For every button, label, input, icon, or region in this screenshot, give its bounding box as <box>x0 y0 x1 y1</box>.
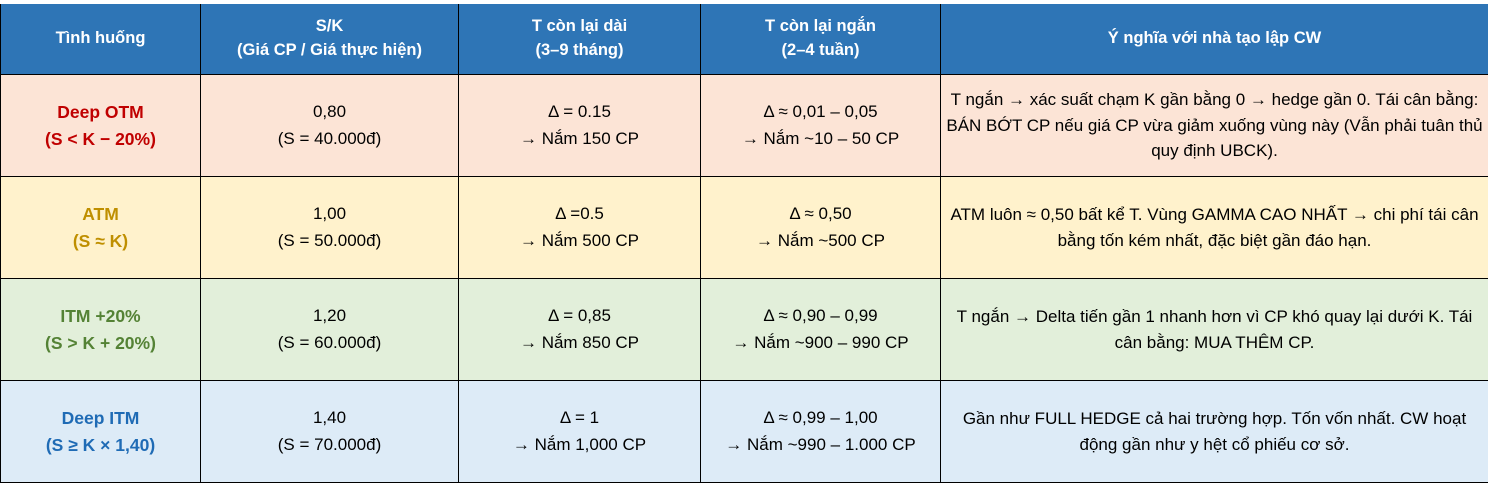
short-delta-cell: Δ ≈ 0,99 – 1,00 → Nắm ~990 – 1.000 CP <box>700 380 941 483</box>
row-subtitle: (S ≥ K × 1,40) <box>45 434 156 455</box>
sk-value: 1,40 <box>312 408 347 428</box>
sk-cell: 1,20 (S = 60.000đ) <box>200 278 459 381</box>
sk-price: (S = 40.000đ) <box>277 128 382 148</box>
long-delta-cell: Δ = 1 → Nắm 1,000 CP <box>458 380 701 483</box>
row-title: Deep ITM <box>61 408 140 429</box>
sk-price: (S = 70.000đ) <box>277 434 382 454</box>
sk-price: (S = 50.000đ) <box>277 230 382 250</box>
sk-price: (S = 60.000đ) <box>277 332 382 352</box>
situation-cell: Deep OTM (S < K − 20%) <box>0 74 201 177</box>
row-subtitle: (S ≈ K) <box>72 230 129 251</box>
column-header-label: T còn lại ngắn <box>765 17 876 36</box>
table-row-itm-20: ITM +20% (S > K + 20%) 1,20 (S = 60.000đ… <box>0 278 1488 381</box>
long-delta-cell: Δ =0.5 → Nắm 500 CP <box>458 176 701 279</box>
table-row-atm: ATM (S ≈ K) 1,00 (S = 50.000đ) Δ =0.5 → … <box>0 176 1488 279</box>
short-delta-cell: Δ ≈ 0,90 – 0,99 → Nắm ~900 – 990 CP <box>700 278 941 381</box>
cw-delta-table-wrapper: Tình huống S/K (Giá CP / Giá thực hiện) … <box>0 2 1488 483</box>
delta-value: Δ ≈ 0,99 – 1,00 <box>763 408 878 428</box>
long-delta-cell: Δ = 0,85 → Nắm 850 CP <box>458 278 701 381</box>
sk-cell: 1,40 (S = 70.000đ) <box>200 380 459 483</box>
cw-delta-hedging-table: Tình huống S/K (Giá CP / Giá thực hiện) … <box>0 2 1488 483</box>
table-row-deep-itm: Deep ITM (S ≥ K × 1,40) 1,40 (S = 70.000… <box>0 380 1488 483</box>
column-header-sublabel: (2–4 tuần) <box>781 41 860 59</box>
delta-value: Δ = 1 <box>559 408 600 428</box>
situation-cell: Deep ITM (S ≥ K × 1,40) <box>0 380 201 483</box>
row-subtitle: (S < K − 20%) <box>45 128 156 149</box>
column-header-sk: S/K (Giá CP / Giá thực hiện) <box>200 2 459 75</box>
meaning-cell: ATM luôn ≈ 0,50 bất kể T. Vùng GAMMA CAO… <box>940 176 1488 279</box>
column-header-label: T còn lại dài <box>531 17 628 36</box>
column-header-label: S/K <box>315 17 344 36</box>
sk-value: 0,80 <box>312 102 347 122</box>
row-title: ATM <box>82 204 119 225</box>
hold-instruction: → Nắm ~500 CP <box>756 230 885 250</box>
hold-instruction: → Nắm 1,000 CP <box>512 434 647 454</box>
column-header-short-t: T còn lại ngắn (2–4 tuần) <box>700 2 941 75</box>
hold-instruction: → Nắm ~900 – 990 CP <box>732 332 909 352</box>
hold-instruction: → Nắm 150 CP <box>519 128 640 148</box>
column-header-sublabel: (Giá CP / Giá thực hiện) <box>237 41 422 59</box>
sk-cell: 0,80 (S = 40.000đ) <box>200 74 459 177</box>
delta-value: Δ ≈ 0,90 – 0,99 <box>763 306 878 326</box>
delta-value: Δ ≈ 0,50 <box>789 204 852 224</box>
sk-value: 1,00 <box>312 204 347 224</box>
meaning-cell: Gần như FULL HEDGE cả hai trường hợp. Tố… <box>940 380 1488 483</box>
hold-instruction: → Nắm ~10 – 50 CP <box>741 128 900 148</box>
column-header-label: Tình huống <box>55 29 146 48</box>
table-header-row: Tình huống S/K (Giá CP / Giá thực hiện) … <box>0 2 1488 75</box>
meaning-text: T ngắn → Delta tiến gần 1 nhanh hơn vì C… <box>956 307 1473 352</box>
row-title: ITM +20% <box>60 306 141 327</box>
situation-cell: ATM (S ≈ K) <box>0 176 201 279</box>
delta-value: Δ = 0.15 <box>548 102 611 122</box>
meaning-cell: T ngắn → xác suất chạm K gần bằng 0 → he… <box>940 74 1488 177</box>
hold-instruction: → Nắm 500 CP <box>519 230 640 250</box>
meaning-cell: T ngắn → Delta tiến gần 1 nhanh hơn vì C… <box>940 278 1488 381</box>
short-delta-cell: Δ ≈ 0,50 → Nắm ~500 CP <box>700 176 941 279</box>
sk-cell: 1,00 (S = 50.000đ) <box>200 176 459 279</box>
short-delta-cell: Δ ≈ 0,01 – 0,05 → Nắm ~10 – 50 CP <box>700 74 941 177</box>
delta-value: Δ = 0,85 <box>548 306 611 326</box>
column-header-sublabel: (3–9 tháng) <box>535 41 624 59</box>
column-header-long-t: T còn lại dài (3–9 tháng) <box>458 2 701 75</box>
situation-cell: ITM +20% (S > K + 20%) <box>0 278 201 381</box>
sk-value: 1,20 <box>312 306 347 326</box>
column-header-meaning: Ý nghĩa với nhà tạo lập CW <box>940 2 1488 75</box>
column-header-label: Ý nghĩa với nhà tạo lập CW <box>1107 29 1322 48</box>
long-delta-cell: Δ = 0.15 → Nắm 150 CP <box>458 74 701 177</box>
hold-instruction: → Nắm ~990 – 1.000 CP <box>725 434 916 454</box>
row-title: Deep OTM <box>57 102 144 123</box>
meaning-text: ATM luôn ≈ 0,50 bất kể T. Vùng GAMMA CAO… <box>950 205 1479 250</box>
delta-value: Δ =0.5 <box>555 204 604 224</box>
meaning-text: T ngắn → xác suất chạm K gần bằng 0 → he… <box>946 90 1483 161</box>
meaning-text: Gần như FULL HEDGE cả hai trường hợp. Tố… <box>962 409 1467 454</box>
hold-instruction: → Nắm 850 CP <box>519 332 640 352</box>
table-row-deep-otm: Deep OTM (S < K − 20%) 0,80 (S = 40.000đ… <box>0 74 1488 177</box>
column-header-situation: Tình huống <box>0 2 201 75</box>
row-subtitle: (S > K + 20%) <box>45 332 156 353</box>
delta-value: Δ ≈ 0,01 – 0,05 <box>763 102 878 122</box>
